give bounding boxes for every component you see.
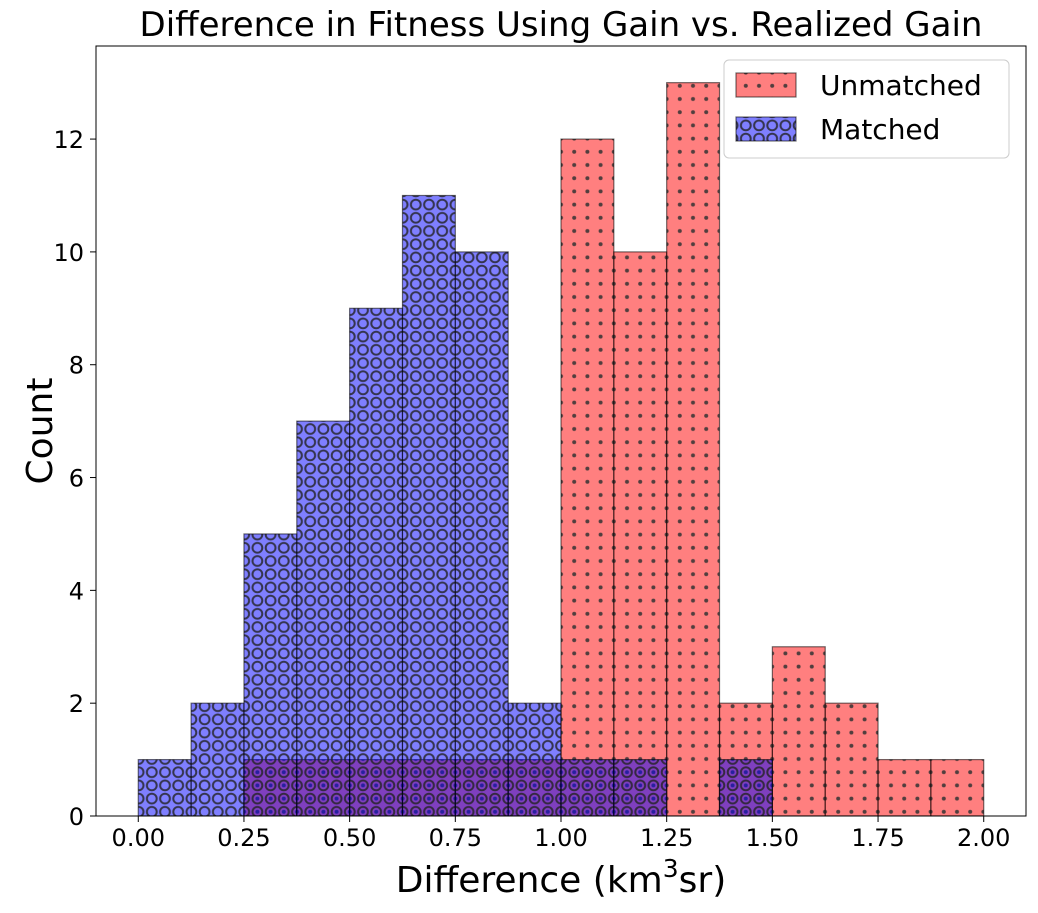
y-axis-title: Count: [20, 378, 61, 485]
y-axis: 0 2 4 6 8 10 12: [53, 126, 96, 831]
legend: Unmatched Matched: [723, 59, 1010, 159]
unmatched-bar: [824, 702, 879, 816]
matched-bar: [296, 420, 351, 816]
x-axis-title-superscript: 3: [663, 854, 679, 883]
y-tick-label: 12: [53, 126, 84, 154]
x-tick-label: 0.00: [112, 824, 165, 852]
x-axis-title-main: Difference (km: [396, 860, 663, 901]
y-tick-label: 0: [69, 803, 84, 831]
matched-bar: [401, 194, 456, 816]
unmatched-bar: [613, 251, 668, 816]
unmatched-bar: [666, 82, 721, 816]
matched-bar: [243, 533, 298, 816]
y-tick-label: 10: [53, 239, 84, 267]
x-tick-label: 0.75: [429, 824, 482, 852]
x-tick-label: 1.00: [534, 824, 587, 852]
x-tick-label: 0.50: [323, 824, 376, 852]
legend-label-matched: Matched: [820, 113, 940, 146]
y-tick-label: 4: [69, 577, 84, 605]
matched-bar: [137, 758, 192, 816]
legend-swatch-matched: [735, 116, 797, 142]
x-tick-label: 1.50: [746, 824, 799, 852]
unmatched-bar: [771, 646, 826, 816]
x-axis-title-tail: sr): [679, 860, 727, 901]
matched-bar: [560, 758, 615, 816]
x-tick-label: 1.75: [851, 824, 904, 852]
legend-swatch-unmatched: [735, 72, 797, 98]
matched-bar: [507, 702, 562, 816]
x-tick-label: 2.00: [957, 824, 1010, 852]
unmatched-bar: [877, 758, 932, 816]
x-axis: 0.00 0.25 0.50 0.75 1.00 1.25 1.50 1.75 2.00: [112, 816, 1010, 852]
legend-item-matched: Matched: [735, 113, 940, 146]
matched-bar: [613, 758, 668, 816]
x-tick-label: 1.25: [640, 824, 693, 852]
chart-title: Difference in Fitness Using Gain vs. Rea…: [140, 5, 983, 45]
unmatched-bar: [560, 138, 615, 816]
matched-bar: [190, 702, 245, 816]
legend-item-unmatched: Unmatched: [735, 69, 982, 102]
bars-layer: [137, 82, 985, 816]
unmatched-bar: [930, 758, 985, 816]
matched-bar: [454, 251, 509, 816]
y-tick-label: 8: [69, 352, 84, 380]
y-tick-label: 2: [69, 690, 84, 718]
x-axis-title: Difference (km3sr): [396, 854, 727, 901]
legend-label-unmatched: Unmatched: [820, 69, 982, 102]
matched-bar: [349, 307, 404, 816]
matched-bar: [718, 758, 773, 816]
y-tick-label: 6: [69, 465, 84, 493]
x-tick-label: 0.25: [217, 824, 270, 852]
